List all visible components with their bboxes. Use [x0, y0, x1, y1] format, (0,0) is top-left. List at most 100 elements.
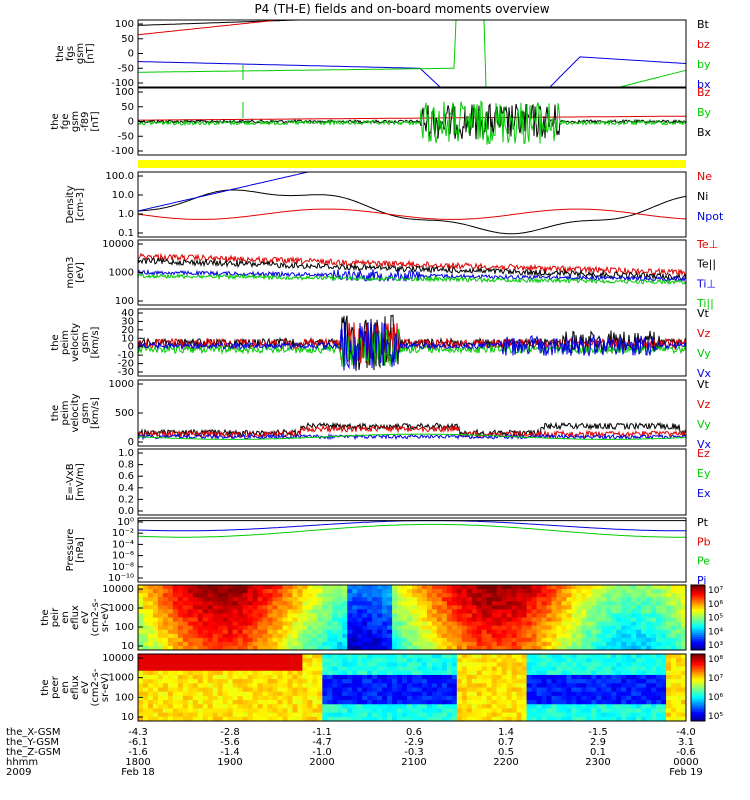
y-tick-label: 1000	[109, 268, 134, 279]
y-tick-label: 0.0	[118, 506, 134, 517]
legend-entry: Ti||	[696, 297, 714, 310]
y-tick-label: 0	[128, 342, 134, 353]
x-axis-value: -4.3	[128, 727, 148, 738]
y-tick-label: 10000	[102, 239, 134, 250]
y-axis-label-line: the	[50, 334, 61, 350]
y-tick-label: -20	[118, 359, 134, 370]
legend-entry: by	[697, 58, 711, 71]
y-tick-label: -10	[118, 350, 134, 361]
x-axis-value: 2300	[585, 757, 610, 768]
x-axis-value: -0.3	[404, 747, 424, 758]
legend-entry: Pi	[697, 574, 706, 587]
colorbar-frame	[690, 584, 706, 651]
x-axis-value: -2.9	[404, 737, 424, 748]
series-Pi	[137, 520, 686, 532]
x-axis-value: -4.7	[312, 737, 332, 748]
y-tick-label: 100	[115, 692, 134, 703]
panel-ion_spec: 10⁷ 10⁶ 10⁵ 10⁴ 10³ 10000 1000 100 10 the peir en ef…	[40, 584, 723, 652]
x-axis-value: 0.5	[498, 747, 514, 758]
y-tick-label: 10	[121, 712, 134, 723]
y-axis-label: mom3 [eV]	[65, 257, 86, 289]
y-tick-label: 10000	[102, 584, 134, 595]
y-axis-label: the fgs gsm [nT]	[55, 43, 96, 64]
legend-entry: bx	[697, 78, 711, 91]
panel-frame	[137, 171, 687, 238]
legend-entry: Ex	[697, 487, 711, 500]
colorbar-tick: 10⁷	[708, 674, 723, 684]
y-tick-label: -50	[118, 131, 134, 142]
legend-entry: Vt	[697, 378, 710, 391]
plot-title: P4 (TH-E) fields and on-board moments ov…	[254, 2, 549, 16]
x-axis-value: 0.7	[498, 737, 514, 748]
y-axis-label: Pressure [nPa]	[65, 529, 86, 572]
y-tick-label: 10⁻⁴	[112, 539, 134, 550]
panel-frame	[137, 584, 687, 651]
series-by	[137, 19, 687, 88]
y-tick-label: 100	[115, 296, 134, 307]
y-axis-label-line: peer	[50, 675, 61, 699]
y-axis-label-line: fge	[60, 113, 71, 129]
y-axis-label-line: [eV]	[75, 262, 86, 283]
y-axis-label-line: mom3	[65, 257, 76, 289]
y-axis-label-line: the	[40, 609, 51, 625]
panel-frame	[137, 517, 687, 583]
legend-entry: Ey	[697, 467, 711, 480]
colorbar-tick: 10⁵	[708, 712, 723, 722]
y-tick-label: 0	[128, 117, 134, 128]
x-axis-value: 0.6	[406, 727, 422, 738]
x-axis-value: 1.4	[498, 727, 514, 738]
y-axis-label-line: eflux	[70, 675, 81, 700]
legend-entry: bz	[697, 38, 710, 51]
y-tick-label: 100	[115, 622, 134, 633]
y-tick-label: 0	[128, 49, 134, 60]
colorbar-tick: 10⁴	[708, 627, 723, 637]
y-axis-label-line: the	[55, 45, 66, 61]
y-axis-label-line: Density	[65, 185, 76, 223]
y-tick-label: 10⁰	[117, 517, 134, 528]
x-axis-value: -1.0	[312, 747, 332, 758]
y-axis-label-line: eflux	[70, 605, 81, 630]
x-axis-value: 1800	[125, 757, 150, 768]
y-axis-label-line: velocity	[70, 323, 81, 362]
x-axis-value: 0.1	[590, 747, 606, 758]
panel-frame	[137, 308, 687, 377]
legend-entry: Ti⊥	[696, 277, 716, 290]
y-tick-label: 1000	[109, 379, 134, 390]
y-axis-label: E=-VxB [mV/m]	[65, 463, 86, 501]
legend-entry: By	[697, 106, 712, 119]
y-axis-label-line: (cm2-s-	[90, 598, 101, 636]
panel-ion_spec-data	[138, 585, 687, 651]
y-tick-label: -100	[111, 78, 134, 89]
y-tick-label: 30	[121, 316, 134, 327]
y-axis-label-line: E=-VxB	[65, 463, 76, 500]
x-axis-labels: the_X-GSMthe_Y-GSMthe_Z-GSMhhmm2009-4.3-…	[6, 727, 703, 778]
legend-entry: Vt	[697, 307, 710, 320]
y-tick-label: 10.0	[112, 190, 134, 201]
y-tick-label: 1.0	[118, 448, 134, 459]
legend-entry: Pt	[697, 516, 709, 529]
panel-fgs-data	[137, 19, 687, 88]
series-Ti-par	[137, 272, 687, 286]
legend-entry: Vz	[697, 398, 711, 411]
y-tick-label: 10⁻⁶	[112, 551, 134, 562]
y-axis-label-line: the	[40, 679, 51, 695]
y-axis-label: the peer en eflux eV (cm2-s-sr-eV)	[40, 668, 111, 706]
y-axis-label-line: peim	[60, 400, 71, 425]
series-Vy	[138, 433, 687, 440]
x-axis-row-label: the_Z-GSM	[6, 747, 61, 758]
x-axis-value: -2.8	[220, 727, 240, 738]
y-tick-label: 1.0	[118, 209, 134, 220]
y-axis-label-line: [nPa]	[75, 537, 86, 563]
y-tick-label: 0.4	[118, 483, 134, 494]
legend-entry: Vy	[697, 347, 711, 360]
series-bx	[137, 56, 687, 88]
panel-pressure-data	[137, 520, 686, 538]
x-axis-value: -6.1	[128, 737, 148, 748]
legend-entry: Ne	[697, 170, 712, 183]
y-axis-label-line: en	[60, 611, 71, 624]
y-tick-label: -30	[118, 367, 134, 378]
legend-entry: Pb	[697, 535, 711, 548]
panel-temp-data	[137, 252, 687, 286]
